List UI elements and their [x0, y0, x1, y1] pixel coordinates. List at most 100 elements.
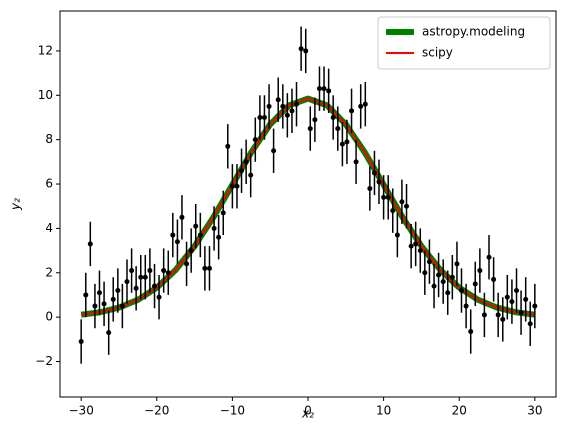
data-point — [532, 303, 538, 309]
data-point — [206, 265, 212, 271]
data-point — [495, 312, 501, 318]
data-point — [152, 283, 158, 289]
data-point — [504, 294, 510, 300]
data-point — [477, 268, 483, 274]
data-point — [165, 270, 171, 276]
data-point — [161, 268, 167, 274]
data-point — [376, 179, 382, 185]
data-point — [362, 101, 368, 107]
data-point — [133, 285, 139, 291]
data-point — [275, 97, 281, 103]
data-point — [142, 274, 148, 280]
data-point — [422, 270, 428, 276]
x-tick-label: −10 — [220, 404, 245, 418]
data-point — [486, 254, 492, 260]
y-tick-label: 2 — [45, 265, 53, 279]
data-point — [294, 101, 300, 107]
data-point — [106, 330, 112, 336]
data-point — [284, 112, 290, 118]
data-point — [87, 241, 93, 247]
data-point — [243, 159, 249, 165]
data-point — [184, 261, 190, 267]
data-point — [367, 185, 373, 191]
data-point — [179, 214, 185, 220]
data-point — [211, 225, 217, 231]
data-point — [349, 108, 355, 114]
data-point — [248, 172, 254, 178]
data-point — [316, 86, 322, 92]
data-point — [449, 274, 455, 280]
axes-frame — [59, 10, 557, 398]
data-point — [303, 48, 309, 54]
data-point — [280, 103, 286, 109]
data-point — [326, 88, 332, 94]
data-point — [188, 248, 194, 254]
data-point — [445, 290, 451, 296]
data-point — [344, 139, 350, 145]
x-tick-label: 30 — [527, 404, 542, 418]
data-point — [417, 248, 423, 254]
data-point — [509, 299, 515, 305]
data-point — [202, 265, 208, 271]
data-point — [261, 114, 267, 120]
data-point — [271, 148, 277, 154]
data-point — [252, 137, 258, 143]
data-point — [321, 86, 327, 92]
data-point — [408, 243, 414, 249]
x-tick-label: 10 — [376, 404, 391, 418]
data-point — [312, 117, 318, 123]
data-point — [92, 303, 98, 309]
data-point — [518, 310, 524, 316]
x-tick-label: −20 — [144, 404, 169, 418]
data-point — [289, 108, 295, 114]
data-point — [468, 329, 474, 335]
data-point — [156, 294, 162, 300]
data-point — [138, 274, 144, 280]
data-point — [390, 208, 396, 214]
x-axis-label: x₂ — [301, 407, 314, 421]
data-point — [358, 103, 364, 109]
y-tick-label: 8 — [45, 132, 53, 146]
fit-line — [81, 97, 535, 316]
data-point — [458, 288, 464, 294]
data-point — [307, 126, 313, 132]
data-point — [78, 339, 84, 345]
y-axis-label: y₂ — [9, 198, 23, 211]
data-point — [500, 316, 506, 322]
data-point — [216, 234, 222, 240]
data-point — [399, 199, 405, 205]
data-point — [193, 223, 199, 229]
data-point — [436, 272, 442, 278]
y-tick-label: 6 — [45, 177, 53, 191]
data-point — [115, 288, 121, 294]
data-point — [481, 312, 487, 318]
x-tick-label: 20 — [452, 404, 467, 418]
y-tick-label: 0 — [45, 310, 53, 324]
data-point — [266, 103, 272, 109]
legend-label: scipy — [422, 46, 453, 60]
data-point — [454, 261, 460, 267]
data-point — [229, 183, 235, 189]
data-point — [426, 259, 432, 265]
data-point — [463, 303, 469, 309]
data-point — [147, 268, 153, 274]
data-point — [239, 168, 245, 174]
x-tick-label: −30 — [69, 404, 94, 418]
legend-label: astropy.modeling — [422, 25, 525, 39]
y-tick-label: −2 — [35, 354, 53, 368]
data-point — [110, 296, 116, 302]
data-point — [431, 283, 437, 289]
data-point — [523, 296, 529, 302]
y-tick-label: 12 — [38, 43, 53, 57]
data-point — [514, 288, 520, 294]
data-point — [394, 232, 400, 238]
data-point — [413, 241, 419, 247]
data-point — [220, 210, 226, 216]
data-point — [174, 239, 180, 245]
data-point — [225, 143, 231, 149]
data-point — [170, 232, 176, 238]
data-point — [371, 170, 377, 176]
data-point — [491, 276, 497, 282]
data-point — [298, 46, 304, 52]
